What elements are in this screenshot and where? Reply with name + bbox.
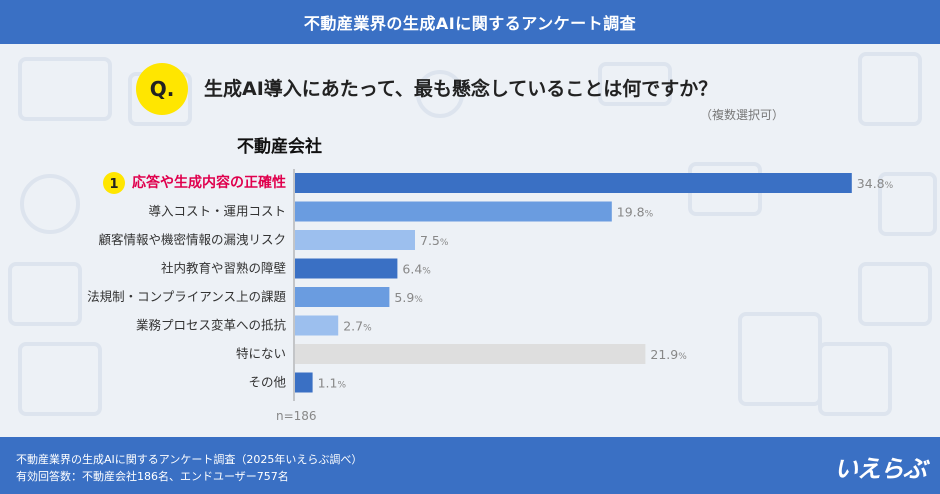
- section-title: 不動産会社: [237, 137, 322, 157]
- multiple-choice-note: （複数選択可）: [700, 108, 785, 122]
- value-label: 5.9%: [394, 290, 423, 305]
- bar: [295, 230, 415, 250]
- category-label: 社内教育や習熟の障壁: [161, 261, 286, 276]
- value-label: 1.1%: [318, 376, 347, 391]
- value-label: 6.4%: [402, 262, 431, 277]
- category-label: 顧客情報や機密情報の漏洩リスク: [98, 232, 286, 247]
- background-pattern: [8, 52, 937, 416]
- bar: [295, 344, 646, 364]
- question-badge: Q.: [136, 63, 188, 115]
- sample-size: n=186: [276, 409, 317, 423]
- page-title: 不動産業界の生成AIに関するアンケート調査: [0, 0, 940, 44]
- bar: [295, 315, 339, 336]
- bar: [295, 201, 612, 222]
- footer: 不動産業界の生成AIに関するアンケート調査（2025年いえらぶ調べ） 有効回答数…: [0, 437, 940, 494]
- rank-label: 1: [109, 177, 118, 192]
- category-label: 業務プロセス変革への抵抗: [136, 318, 287, 333]
- footer-respondents: 有効回答数：不動産会社186名、エンドユーザー757名: [16, 470, 289, 483]
- bar: [295, 173, 852, 193]
- value-label: 34.8%: [857, 176, 894, 191]
- category-label: 応答や生成内容の正確性: [132, 174, 286, 191]
- question-text: 生成AI導入にあたって、最も懸念していることは何ですか？: [204, 78, 718, 100]
- bar: [295, 372, 313, 393]
- value-label: 21.9%: [650, 347, 687, 362]
- value-label: 2.7%: [343, 319, 372, 334]
- value-label: 19.8%: [617, 205, 654, 220]
- bar: [295, 287, 390, 307]
- category-label: 導入コスト・運用コスト: [148, 204, 286, 219]
- rank-badge: [103, 172, 125, 194]
- category-label: 法規制・コンプライアンス上の課題: [87, 289, 286, 304]
- category-label: その他: [248, 375, 286, 390]
- category-label: 特にない: [236, 346, 286, 361]
- ierabu-logo: いえらぶ: [834, 455, 927, 483]
- value-label: 7.5%: [420, 233, 449, 248]
- footer-survey-name: 不動産業界の生成AIに関するアンケート調査（2025年いえらぶ調べ）: [16, 453, 363, 466]
- bar: [295, 258, 398, 279]
